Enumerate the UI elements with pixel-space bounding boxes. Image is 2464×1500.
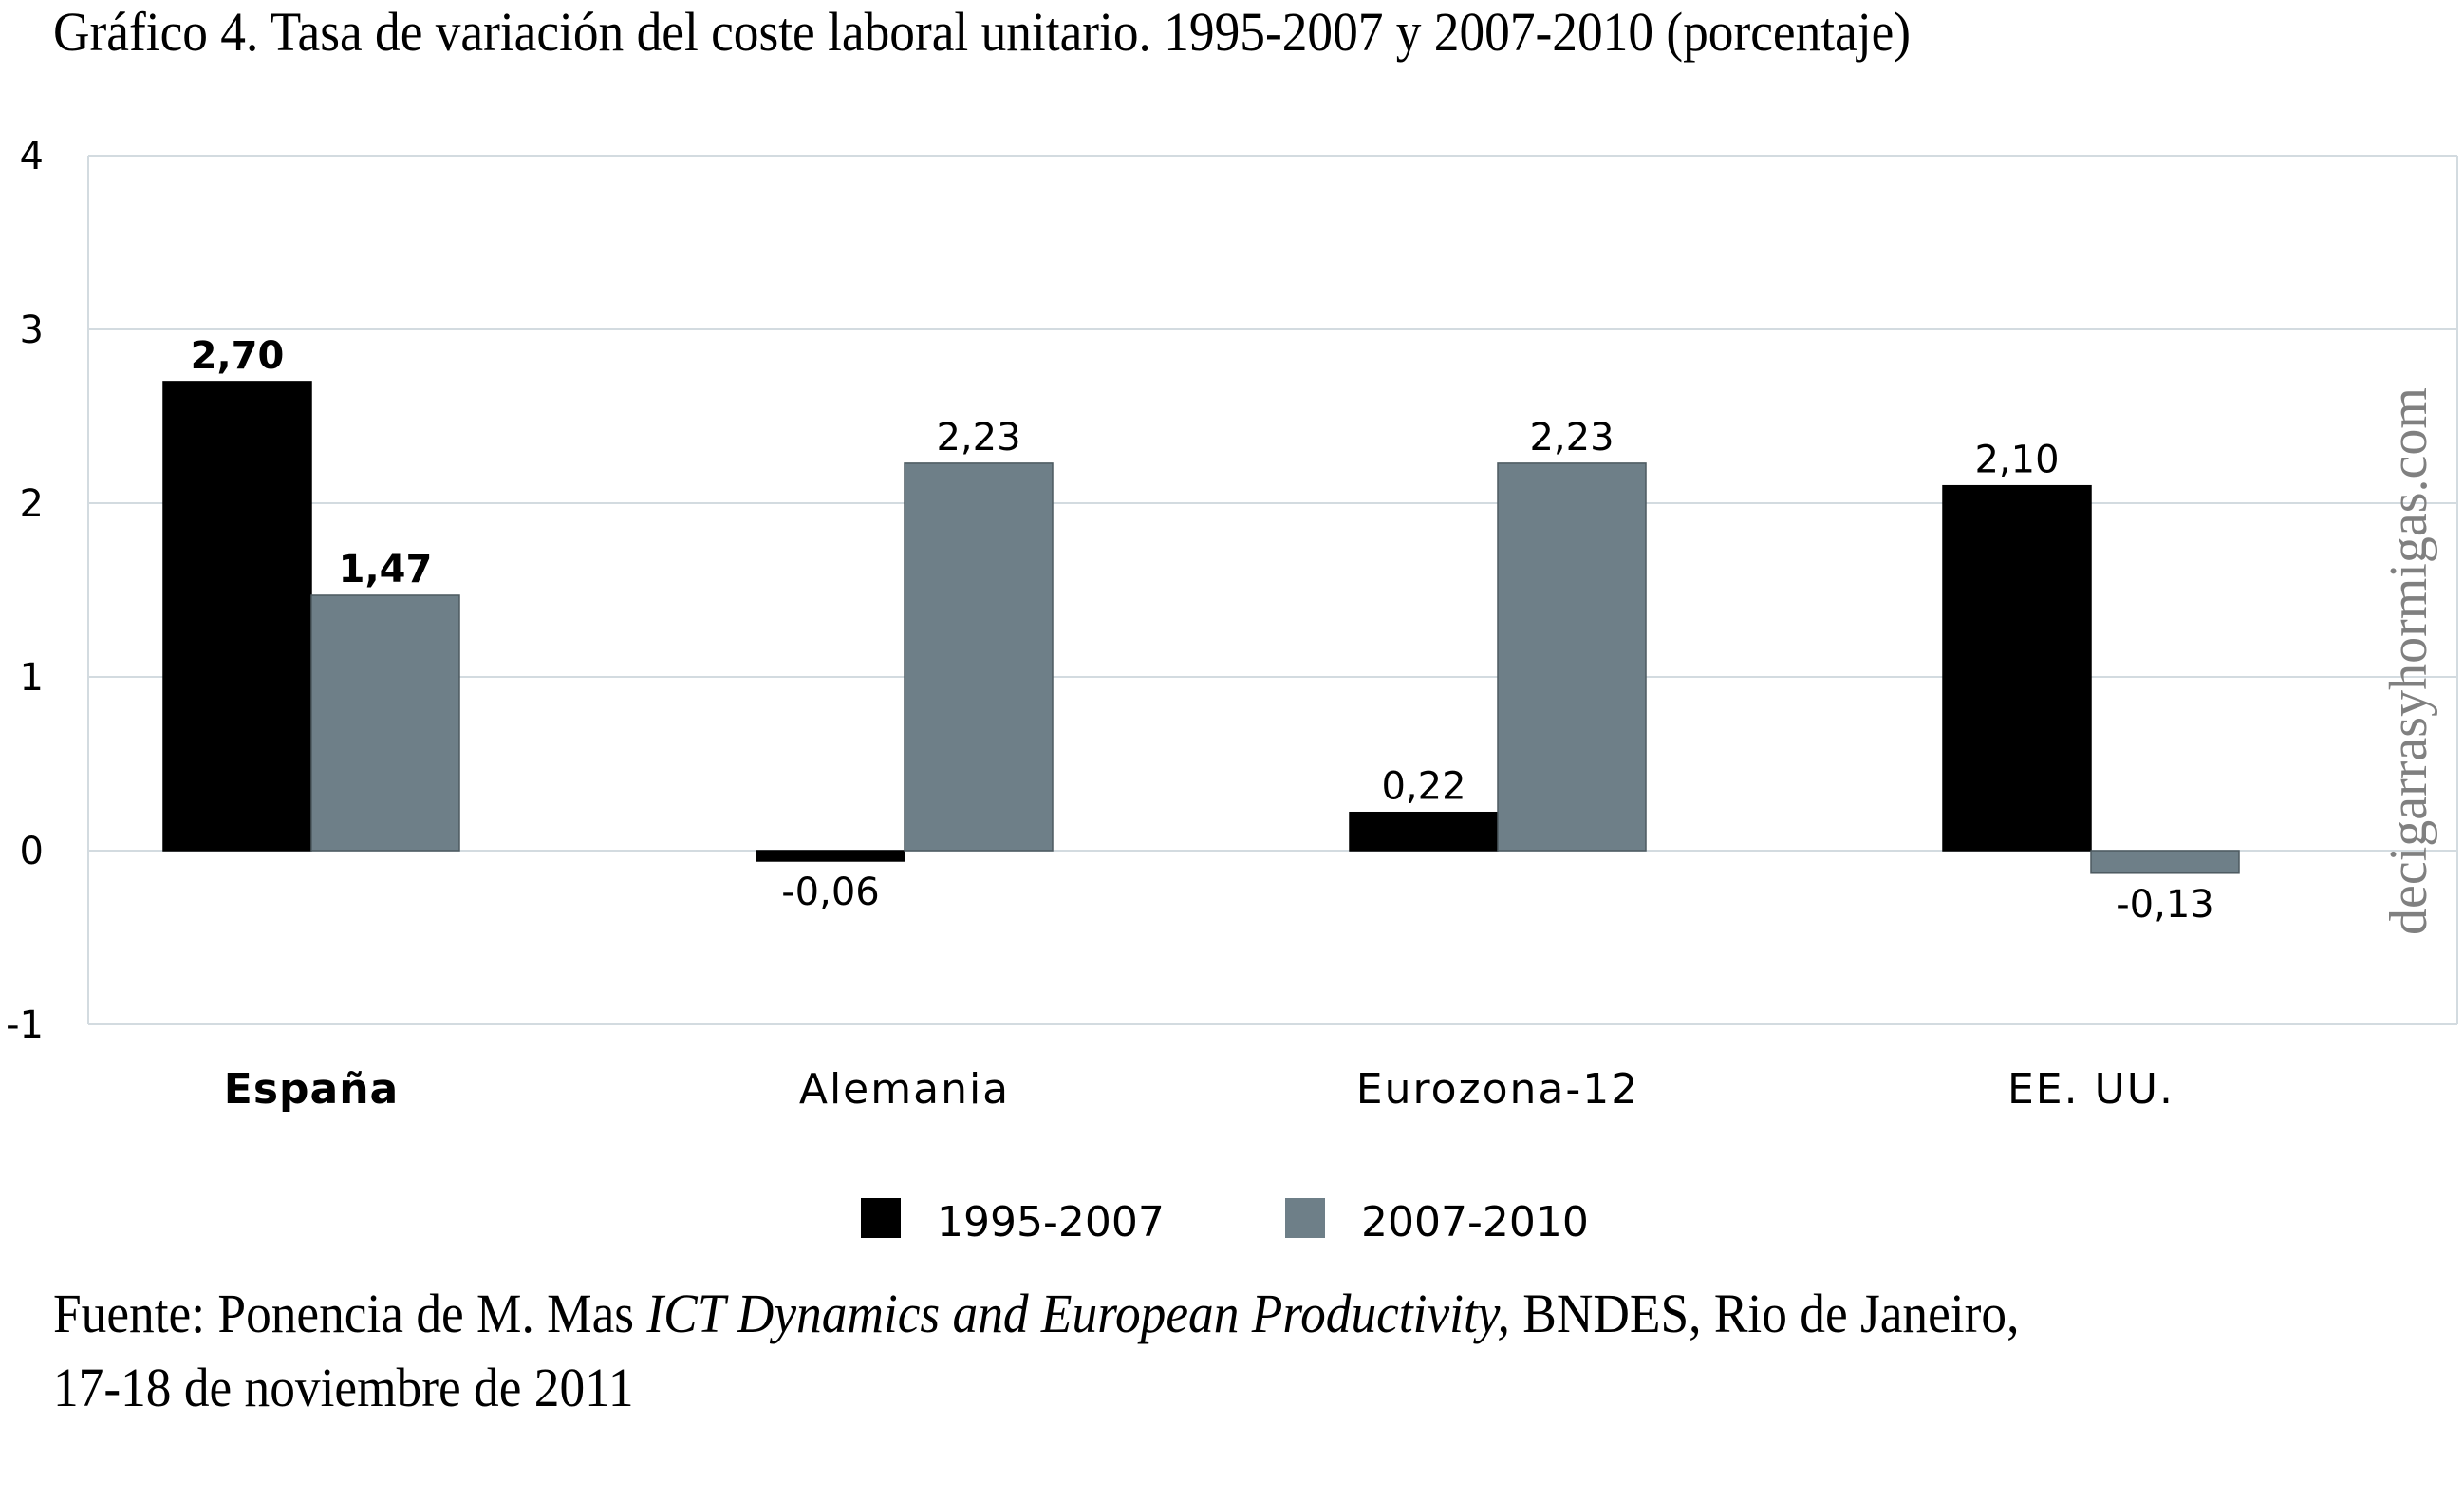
- bar-1995-2007-España: [162, 381, 312, 852]
- legend-swatch: [1285, 1198, 1325, 1238]
- y-axis-ticks: 4 3 2 1 0 -1: [6, 135, 44, 1047]
- y-tick-label: 3: [20, 309, 44, 352]
- y-tick-label: 4: [20, 135, 44, 178]
- bars: [162, 381, 2240, 874]
- category-label: Eurozona-12: [1356, 1065, 1639, 1114]
- source-line-1: Fuente: Ponencia de M. Mas ICT Dynamics …: [53, 1277, 2019, 1351]
- data-label: 1,47: [339, 548, 433, 591]
- bar-2007-2010-Eurozona-12: [1497, 462, 1647, 852]
- data-label: 2,70: [191, 334, 285, 378]
- bar-2007-2010-Alemania: [904, 462, 1054, 852]
- bar-1995-2007-Eurozona-12: [1349, 811, 1499, 852]
- category-label: EE. UU.: [2007, 1065, 2175, 1114]
- data-label: 2,23: [1529, 416, 1614, 459]
- legend-label: 2007-2010: [1361, 1198, 1589, 1247]
- source-title: ICT Dynamics and European Productivity,: [646, 1283, 1510, 1344]
- bar-2007-2010-EE. UU.: [2090, 850, 2240, 874]
- source-prefix: Fuente: Ponencia de M. Mas: [53, 1283, 647, 1344]
- data-label: 2,10: [1974, 439, 2059, 482]
- y-tick-label: 2: [20, 482, 44, 526]
- y-tick-label: -1: [6, 1003, 44, 1047]
- data-labels: 2,70 -0,06 0,22 2,10 1,47 2,23 2,23 -0,13: [191, 334, 2214, 927]
- legend: 1995-2007 2007-2010: [861, 1198, 1589, 1247]
- chart-title: Gráfico 4. Tasa de variación del coste l…: [53, 1, 1912, 63]
- data-label: 2,23: [936, 416, 1020, 459]
- source-suffix: BNDES, Rio de Janeiro,: [1509, 1283, 2020, 1344]
- data-label: -0,13: [2116, 883, 2214, 927]
- watermark: decigarrasyhormigas.com: [2380, 387, 2438, 935]
- legend-label: 1995-2007: [937, 1198, 1165, 1247]
- category-label: España: [224, 1065, 399, 1114]
- bar-2007-2010-España: [310, 594, 460, 852]
- bar-1995-2007-EE. UU.: [1942, 484, 2092, 852]
- bar-1995-2007-Alemania: [756, 850, 905, 862]
- legend-swatch: [861, 1198, 901, 1238]
- y-tick-label: 1: [20, 656, 44, 700]
- source-line-2: 17-18 de noviembre de 2011: [53, 1357, 634, 1418]
- data-label: -0,06: [781, 871, 880, 914]
- data-label: 0,22: [1381, 765, 1465, 809]
- source-note: Fuente: Ponencia de M. Mas ICT Dynamics …: [53, 1277, 2019, 1425]
- gridlines: [87, 155, 2458, 1025]
- category-labels: España Alemania Eurozona-12 EE. UU.: [224, 1065, 2175, 1114]
- y-tick-label: 0: [20, 830, 44, 873]
- category-label: Alemania: [799, 1065, 1010, 1114]
